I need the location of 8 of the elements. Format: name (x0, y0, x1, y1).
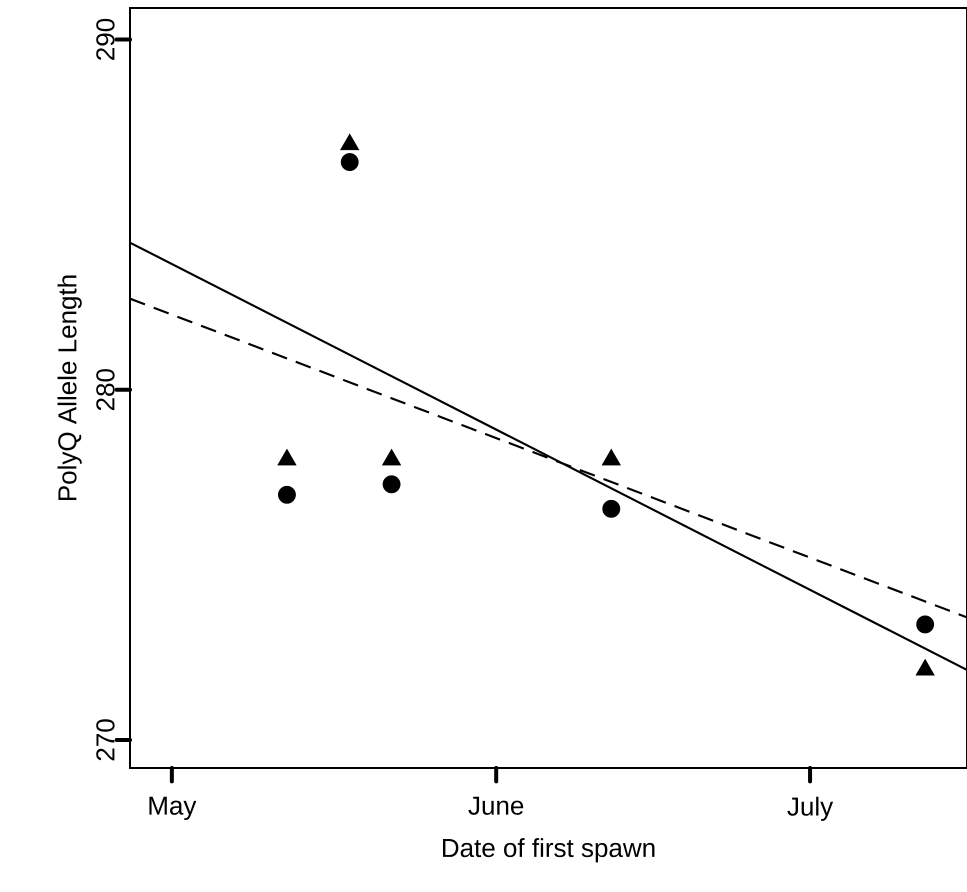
y-tick-label: 280 (96, 369, 115, 410)
y-axis-title: PolyQ Allele Length (58, 276, 82, 500)
y-tick-label: 270 (96, 719, 115, 760)
y-tick-label: 290 (96, 18, 115, 60)
x-tick-label: July (787, 796, 834, 821)
x-tick-label: May (149, 796, 196, 820)
x-axis-title: Date of first spawn (442, 838, 654, 862)
x-tick-label: June (468, 796, 524, 815)
